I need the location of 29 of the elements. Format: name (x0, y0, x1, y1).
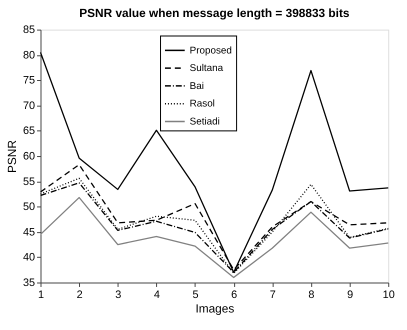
y-tick-label: 35 (22, 276, 36, 289)
y-tick-label: 65 (22, 125, 36, 138)
x-tick-label: 7 (270, 288, 276, 301)
x-tick-label: 1 (38, 288, 44, 301)
y-tick-label: 45 (22, 226, 36, 238)
x-axis-title: Images (195, 302, 234, 316)
x-tick-label: 4 (154, 288, 160, 301)
y-tick-label: 80 (22, 49, 36, 62)
y-tick-label: 75 (22, 74, 36, 87)
y-tick-label: 50 (22, 201, 36, 214)
chart-title: PSNR value when message length = 398833 bits (79, 6, 350, 20)
y-tick-label: 70 (22, 100, 36, 112)
legend-label: Proposed (190, 45, 232, 56)
legend-label: Sultana (190, 63, 224, 74)
x-tick-label: 2 (76, 288, 83, 301)
x-tick-label: 5 (192, 288, 199, 301)
y-tick-label: 85 (22, 24, 36, 36)
x-tick-label: 10 (382, 288, 395, 301)
x-tick-label: 9 (347, 288, 354, 301)
legend-label: Setiadi (190, 116, 220, 128)
x-tick-label: 6 (231, 288, 238, 301)
y-tick-label: 55 (22, 176, 36, 188)
y-tick-label: 60 (22, 150, 36, 163)
y-tick-label: 40 (22, 252, 36, 264)
legend-label: Rasol (190, 98, 215, 110)
x-tick-label: 8 (308, 288, 314, 301)
legend-label: Bai (190, 80, 204, 92)
x-tick-label: 3 (115, 288, 122, 301)
y-axis-title: PSNR (5, 140, 20, 173)
